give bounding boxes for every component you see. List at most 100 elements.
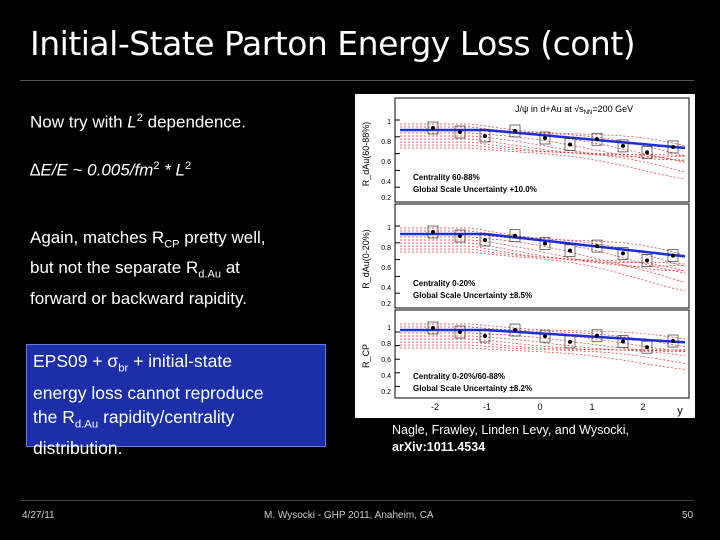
syst-box <box>509 229 521 243</box>
syst-box <box>591 132 603 146</box>
data-point <box>513 328 517 333</box>
data-point <box>483 334 487 338</box>
footer-date: 4/27/11 <box>22 510 55 521</box>
syst-box <box>479 233 491 247</box>
rdau-figure: R_dAu(60-88%) R_dAu(0-20%) R_CP J/ψ in d… <box>355 94 695 418</box>
model-curve-blue <box>400 232 686 258</box>
ytick-label: 0.6 <box>381 357 391 364</box>
ytick-label: 1 <box>387 119 391 126</box>
footer-center: M. Wysocki - GHP 2011, Anaheim, CA <box>264 510 434 521</box>
syst-box <box>667 249 679 263</box>
data-point <box>513 128 517 133</box>
syst-box <box>617 247 629 260</box>
panel2-unc: Global Scale Uncertainty ±8.5% <box>413 291 532 300</box>
model-curve-red <box>400 233 686 274</box>
model-curve-red <box>400 323 686 340</box>
data-point <box>543 136 547 141</box>
xaxis-label: y <box>677 405 683 417</box>
xtick-label: 0 <box>537 402 542 412</box>
text-energy-loss-formula: ∆E/E ~ 0.005/fm2 * L2 <box>30 160 192 180</box>
ytick-label: 0.2 <box>381 301 391 308</box>
syst-box <box>564 335 576 349</box>
axis-ticks <box>395 119 400 387</box>
panel2-label: Centrality 0-20% <box>413 279 475 288</box>
data-point <box>621 143 625 148</box>
syst-box <box>454 325 466 339</box>
ylabel-mid: R_dAu(0-20%) <box>361 229 371 289</box>
model-curve-red <box>400 344 686 364</box>
data-point <box>431 126 435 130</box>
data-point <box>543 334 547 339</box>
syst-box <box>564 138 576 151</box>
xtick-label: 1 <box>589 402 594 412</box>
data-point <box>543 241 547 246</box>
syst-box <box>539 237 551 250</box>
data-point <box>595 333 599 338</box>
footer-divider <box>20 500 694 501</box>
ytick-label: 0.6 <box>381 265 391 272</box>
panel3-unc: Global Scale Uncertainty ±8.2% <box>413 384 532 393</box>
panel3-label: Centrality 0-20%/60-88% <box>413 372 505 381</box>
ytick-label: 0.2 <box>381 195 391 202</box>
panel-bot-frame <box>394 309 690 399</box>
syst-box <box>564 244 576 258</box>
panel1-label: Centrality 60-88% <box>413 173 480 182</box>
data-point <box>621 251 625 256</box>
syst-box <box>641 145 653 159</box>
data-point <box>458 234 462 238</box>
rdau-plot-svg: R_dAu(60-88%) R_dAu(0-20%) R_CP J/ψ in d… <box>361 97 690 417</box>
data-point <box>645 150 649 155</box>
data-point <box>671 253 675 258</box>
ylabel-top: R_dAu(60-88%) <box>361 122 371 187</box>
ytick-label: 0.8 <box>381 341 391 348</box>
citation: Nagle, Frawley, Linden Levy, and Wysocki… <box>392 423 630 454</box>
data-point <box>458 330 462 334</box>
model-curve-blue <box>400 128 686 150</box>
xtick-label: -2 <box>431 402 439 412</box>
syst-box <box>667 140 679 154</box>
data-point <box>595 137 599 142</box>
syst-box <box>539 329 551 343</box>
model-curves <box>400 123 686 370</box>
syst-box <box>617 335 629 348</box>
figure-header: J/ψ in d+Au at √sNN=200 GeV <box>515 104 633 116</box>
ytick-label: 0.8 <box>381 245 391 252</box>
syst-box <box>617 139 629 153</box>
data-point <box>513 233 517 238</box>
panel-mid-frame <box>394 203 690 309</box>
syst-box <box>479 129 491 143</box>
panel1-unc: Global Scale Uncertainty +10.0% <box>413 185 537 194</box>
xtick-label: 2 <box>640 402 645 412</box>
data-point <box>595 244 599 249</box>
data-point <box>671 144 675 149</box>
data-points <box>427 121 679 354</box>
model-curve-red <box>400 341 686 357</box>
data-point <box>645 345 649 350</box>
syst-box <box>591 329 603 343</box>
ytick-label: 0.8 <box>381 139 391 146</box>
ytick-label: 0.4 <box>381 179 391 186</box>
panel-top-frame <box>394 97 690 203</box>
text-rcp-match: Again, matches RCP pretty well, but not … <box>30 228 266 308</box>
footer-page-number: 50 <box>682 510 694 521</box>
syst-box <box>427 121 439 135</box>
ylabel-bot: R_CP <box>361 344 371 368</box>
slide-title: Initial-State Parton Energy Loss (cont) <box>30 24 636 63</box>
ytick-label: 1 <box>387 325 391 332</box>
syst-box <box>641 254 653 267</box>
data-point <box>621 339 625 344</box>
syst-box <box>427 321 439 335</box>
model-curve-red <box>400 236 685 272</box>
title-divider <box>20 80 694 81</box>
syst-box <box>641 340 653 354</box>
data-point <box>568 142 572 147</box>
data-point <box>483 134 487 138</box>
ytick-label: 0.6 <box>381 159 391 166</box>
data-point <box>671 339 675 344</box>
syst-box <box>479 329 491 343</box>
syst-box <box>591 239 603 253</box>
conclusion-box: EPS09 + σbr + initial-state energy loss … <box>26 344 326 458</box>
data-point <box>645 258 649 263</box>
model-curve-blue <box>400 328 686 344</box>
syst-box <box>454 125 466 139</box>
